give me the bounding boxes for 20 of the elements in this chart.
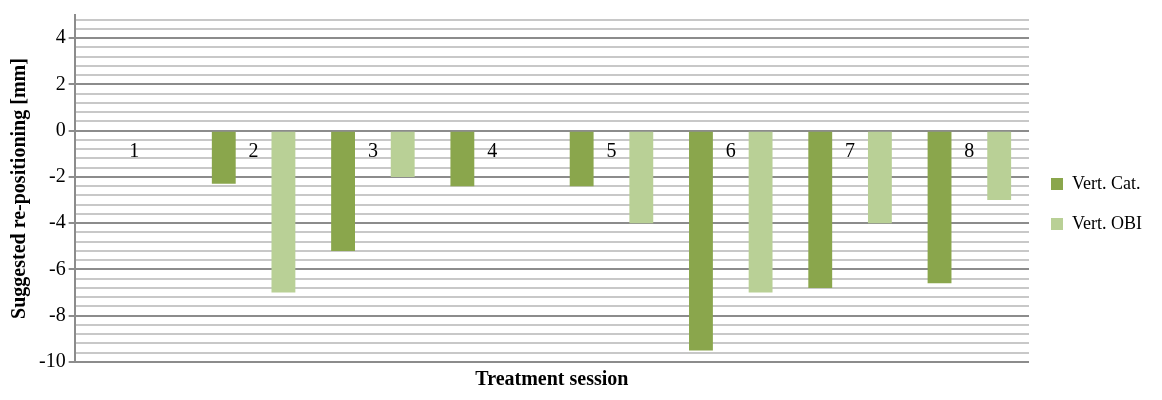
x-tick-label: 1 (129, 138, 140, 161)
x-tick-label: 3 (367, 138, 378, 161)
x-tick-label: 8 (964, 138, 975, 161)
y-tick-label: -2 (48, 164, 66, 187)
x-axis-title: Treatment session (475, 367, 629, 390)
legend-label: Vert. Cat. (1072, 172, 1141, 193)
y-tick-label: -8 (48, 302, 66, 325)
x-tick-label: 6 (725, 138, 736, 161)
x-tick-label: 7 (845, 138, 856, 161)
y-tick-label: -10 (38, 349, 66, 372)
y-tick-label: 2 (55, 71, 66, 94)
legend-label: Vert. OBI (1072, 212, 1143, 233)
y-tick-label: 4 (55, 25, 66, 48)
y-tick-label: -6 (48, 256, 66, 279)
y-axis-title: Suggested re-positioning [mm] (7, 58, 31, 319)
y-tick-label: 0 (55, 117, 66, 140)
x-tick-label: 2 (248, 138, 259, 161)
x-tick-label: 4 (487, 138, 498, 161)
y-tick-label: -4 (48, 210, 66, 233)
x-tick-label: 5 (606, 138, 617, 161)
